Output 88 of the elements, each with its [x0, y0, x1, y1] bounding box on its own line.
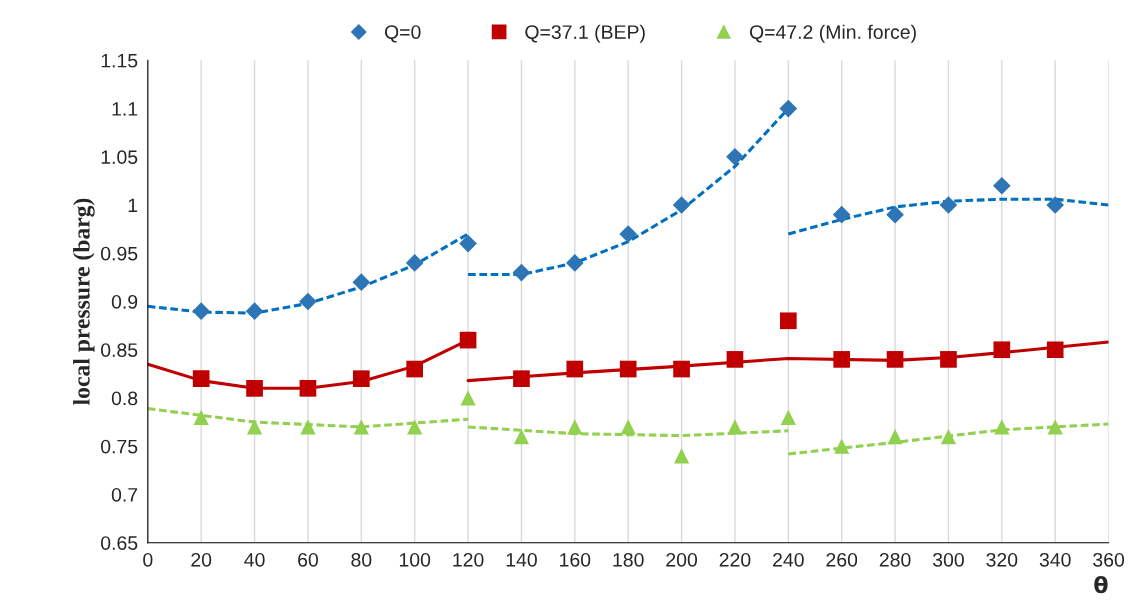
point — [779, 99, 798, 118]
x-tick-label: 240 — [773, 552, 804, 567]
point — [299, 380, 317, 397]
point — [460, 390, 476, 406]
point — [886, 351, 904, 368]
x-tick-label: 320 — [986, 552, 1018, 567]
point — [512, 263, 531, 282]
y-tick-label: 0.65 — [101, 536, 138, 550]
point — [726, 351, 744, 368]
line-series — [786, 197, 1109, 236]
x-tick-label: 80 — [351, 552, 372, 567]
point — [619, 225, 638, 243]
x-tick-label: 340 — [1039, 552, 1071, 567]
y-axis-title: local pressure (barg) — [73, 198, 95, 405]
point — [567, 419, 583, 435]
point — [1046, 341, 1064, 359]
point — [353, 419, 369, 435]
x-tick-label: 40 — [244, 552, 265, 567]
point — [940, 428, 957, 445]
x-tick-label: 280 — [879, 552, 911, 567]
point — [780, 409, 796, 425]
point — [459, 331, 477, 349]
y-tick-label: 0.85 — [101, 343, 138, 357]
y-tick-label: 0.9 — [111, 294, 138, 309]
point — [245, 302, 264, 320]
line-series — [466, 340, 1109, 383]
point — [246, 380, 263, 397]
point — [673, 360, 690, 378]
point — [887, 428, 903, 445]
legend-label: Q=37.1 (BEP) — [525, 24, 645, 43]
x-tick-label: 180 — [613, 552, 644, 567]
point — [193, 409, 209, 425]
x-tick-label: 120 — [453, 552, 484, 567]
x-tick-label: 0 — [143, 552, 153, 567]
y-tick-label: 1.15 — [101, 53, 138, 68]
x-tick-label: 360 — [1093, 552, 1125, 567]
point — [565, 254, 584, 272]
point — [192, 302, 211, 320]
y-tick-label: 1 — [128, 198, 138, 213]
point — [832, 205, 851, 224]
point — [619, 360, 637, 378]
point — [620, 419, 636, 435]
y-tick-label: 0.8 — [111, 391, 138, 406]
point — [833, 351, 851, 368]
point — [513, 428, 530, 445]
point — [566, 360, 584, 378]
point — [299, 292, 317, 311]
x-tick-label: 300 — [932, 552, 964, 567]
x-tick-label: 100 — [399, 552, 431, 567]
point — [994, 419, 1010, 435]
legend-label: Q=47.2 (Min. force) — [749, 24, 916, 43]
point — [246, 419, 263, 435]
point — [1047, 419, 1063, 435]
point — [513, 370, 530, 388]
point — [992, 176, 1011, 195]
y-tick-label: 1.05 — [101, 150, 138, 165]
legend-label: Q=0 — [384, 25, 421, 43]
x-tick-label: 60 — [298, 552, 318, 567]
x-tick-label: 140 — [506, 552, 537, 567]
point — [673, 448, 690, 464]
point — [1046, 196, 1065, 214]
point — [779, 312, 797, 330]
x-tick-label: 260 — [826, 552, 858, 567]
y-tick-label: 0.75 — [101, 439, 138, 454]
x-tick-label: 160 — [560, 552, 591, 567]
y-tick-label: 1.1 — [112, 102, 138, 116]
x-tick-label: 220 — [719, 552, 751, 567]
point — [406, 360, 424, 378]
point — [352, 370, 370, 388]
point — [672, 196, 691, 214]
x-axis-title: θ — [1094, 575, 1108, 594]
point — [352, 273, 371, 292]
point — [405, 254, 424, 272]
point — [940, 351, 957, 368]
point — [192, 370, 210, 388]
point — [939, 196, 958, 214]
point — [407, 419, 423, 435]
point — [726, 147, 744, 166]
y-tick-label: 0.7 — [111, 487, 138, 502]
point — [886, 205, 904, 224]
point — [300, 419, 316, 435]
point — [459, 234, 477, 253]
x-tick-label: 200 — [666, 552, 698, 567]
point — [727, 419, 743, 435]
point — [993, 341, 1011, 359]
y-tick-label: 0.95 — [101, 246, 138, 261]
x-tick-label: 20 — [191, 552, 212, 567]
point — [834, 438, 850, 454]
